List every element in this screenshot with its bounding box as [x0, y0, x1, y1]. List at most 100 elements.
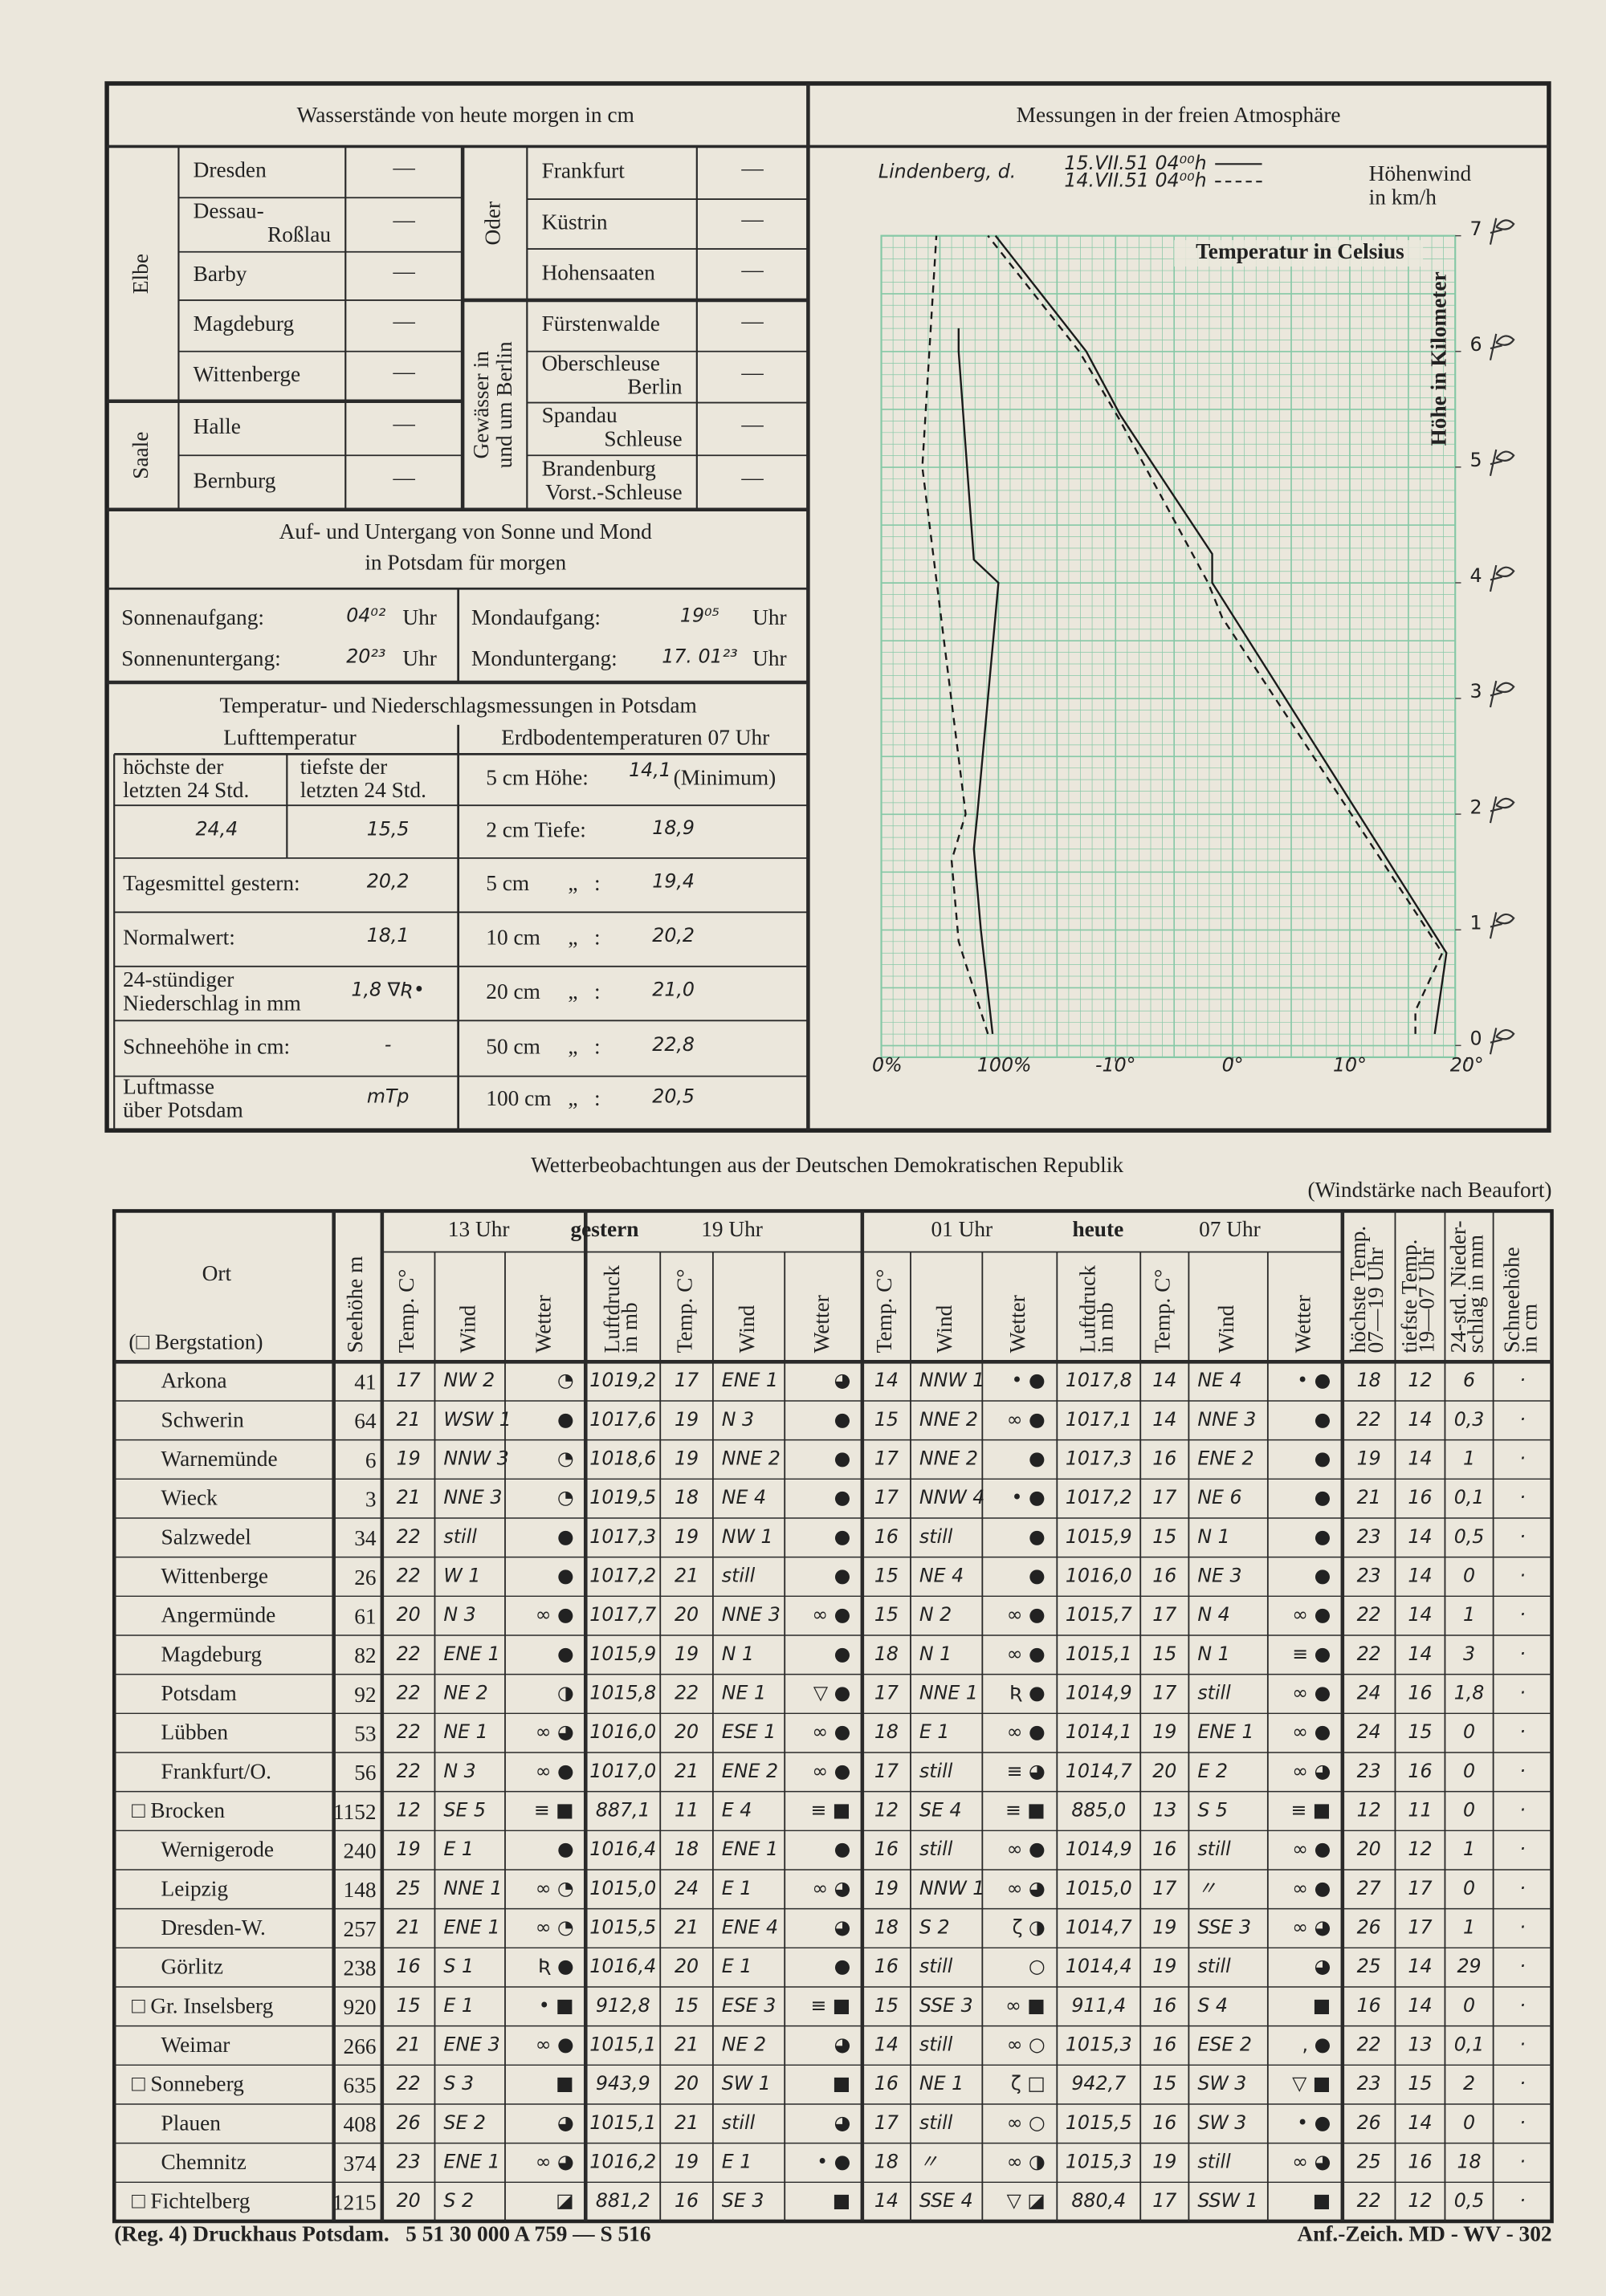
- weather-symbol: • ●: [1297, 1369, 1331, 1391]
- wind: N 3: [443, 1760, 475, 1782]
- station-name: Vorst.-Schleuse: [545, 480, 682, 504]
- wind: still: [722, 1564, 756, 1586]
- weather-symbol: ▽ ■: [1292, 2072, 1331, 2094]
- cell-value: 19: [1152, 1915, 1176, 1938]
- temperature-line: [987, 234, 1444, 1034]
- cell-value: 1,8: [1454, 1681, 1485, 1704]
- column-header: Schneehöhe: [1499, 1247, 1523, 1353]
- water-level: —: [393, 466, 416, 490]
- weather-symbol: ●: [557, 1408, 574, 1431]
- column-header: (□ Bergstation): [128, 1330, 263, 1354]
- weather-symbol: ∞ ○: [1007, 2111, 1046, 2134]
- cell-value: 21,0: [652, 978, 695, 1000]
- elevation: 6: [365, 1448, 377, 1472]
- station-name: □ Brocken: [132, 1798, 225, 1822]
- elevation: 408: [344, 2112, 377, 2136]
- cell-value: 1019,2: [589, 1369, 656, 1391]
- ditto: „ :: [568, 979, 600, 1003]
- cell-value: 19: [1152, 1720, 1176, 1743]
- wind: still: [443, 1525, 477, 1548]
- cell-value: 22: [1357, 1603, 1381, 1626]
- ditto: „ :: [568, 1034, 600, 1058]
- cell-value: 1017,3: [1066, 1447, 1132, 1469]
- water-level: —: [740, 360, 764, 384]
- cell-value: 14: [1408, 1643, 1432, 1665]
- cell-value: 1016,4: [589, 1955, 656, 1977]
- group-label: 07 Uhr: [1199, 1217, 1261, 1241]
- cell-value: 14: [1152, 1369, 1176, 1391]
- cell-value: 18: [874, 2150, 899, 2172]
- weather-symbol: ≡ ■: [534, 1798, 574, 1821]
- weather-symbol: ■: [556, 2072, 573, 2094]
- station-name: Hohensaaten: [542, 260, 656, 284]
- cell-value: 19: [397, 1838, 421, 1860]
- wind: NE 4: [919, 1564, 964, 1586]
- water-level: —: [740, 466, 764, 490]
- cell-value: 15: [397, 1994, 421, 2017]
- column-header: Wind: [456, 1305, 480, 1353]
- column-header: Wind: [1214, 1305, 1238, 1353]
- cell-value: 1017,2: [1066, 1486, 1132, 1508]
- cell-label: tiefste der: [300, 755, 388, 779]
- time-label: Mondaufgang:: [471, 605, 601, 629]
- column-header: Wetter: [1005, 1295, 1029, 1353]
- cell-value: 1016,2: [589, 2150, 656, 2172]
- cell-value: 15: [1152, 1643, 1176, 1665]
- cell-value: 1,8 ∇Ʀ•: [351, 978, 424, 1000]
- weather-symbol: ∞ ●: [1007, 1408, 1046, 1431]
- cell-label: über Potsdam: [123, 1098, 243, 1122]
- cell-value: 1019,5: [589, 1486, 656, 1508]
- time-label: Monduntergang:: [471, 646, 618, 670]
- station-name: Halle: [194, 414, 241, 438]
- weather-symbol: Ʀ ●: [1009, 1681, 1046, 1704]
- humidity-line: [957, 328, 1000, 1035]
- weather-symbol: ◕: [834, 2111, 851, 2134]
- wind: NNE 1: [919, 1681, 978, 1704]
- weather-symbol: ◕: [834, 2033, 851, 2055]
- station-name: Plauen: [161, 2111, 222, 2135]
- station-name: Schwerin: [161, 1407, 245, 1431]
- cell-value: 29: [1457, 1955, 1481, 1977]
- weather-symbol: ●: [834, 1447, 851, 1469]
- x-tick-label: 20°: [1450, 1053, 1484, 1076]
- cell-value: 22: [397, 1681, 421, 1704]
- cell-value: 25: [1357, 1955, 1381, 1977]
- cell-value: 18,1: [367, 924, 410, 946]
- wind: still: [919, 1838, 953, 1860]
- water-level: —: [393, 155, 416, 179]
- station-name: Schleuse: [604, 426, 682, 450]
- weather-symbol: ●: [834, 1525, 851, 1548]
- cell-value: 1014,7: [1066, 1760, 1132, 1782]
- y-tick-label: 3: [1469, 680, 1482, 702]
- cell-label: letzten 24 Std.: [300, 778, 426, 802]
- time-unit: Uhr: [402, 605, 437, 629]
- cell-value: 1015,7: [1066, 1603, 1132, 1626]
- cell-value: 22: [397, 1564, 421, 1586]
- wind: NW 2: [443, 1369, 495, 1391]
- cell-value: ·: [1519, 1369, 1526, 1391]
- time-unit: Uhr: [752, 605, 787, 629]
- wind-symbol: [1489, 1028, 1515, 1055]
- cell-value: 15: [874, 1994, 899, 2017]
- cell-value: 1016,0: [1066, 1564, 1132, 1586]
- elevation: 1152: [333, 1800, 377, 1824]
- cell-value: 22: [1357, 1408, 1381, 1431]
- wind: SE 4: [919, 1798, 962, 1821]
- weather-symbol: ≡ ■: [1290, 1798, 1331, 1821]
- wind-symbol: [1489, 912, 1515, 939]
- cell-value: 880,4: [1071, 2189, 1126, 2212]
- cell-value: 20: [675, 1955, 699, 1977]
- cell-value: 22: [397, 1643, 421, 1665]
- plot-frame: [880, 234, 1457, 1059]
- station-name: Berlin: [627, 375, 683, 399]
- weather-symbol: ●: [1029, 1564, 1046, 1586]
- elevation: 266: [344, 2034, 377, 2058]
- weather-symbol: ●: [834, 1408, 851, 1431]
- column-header: in mb: [618, 1302, 642, 1353]
- weather-symbol: ∞ ●: [812, 1760, 850, 1782]
- group-label: gestern: [570, 1217, 638, 1241]
- y-tick-label: 5: [1469, 449, 1482, 471]
- cell-value: 22: [1357, 2189, 1381, 2212]
- wind: 〃: [1197, 1877, 1217, 1899]
- wind: NNE 2: [919, 1408, 978, 1431]
